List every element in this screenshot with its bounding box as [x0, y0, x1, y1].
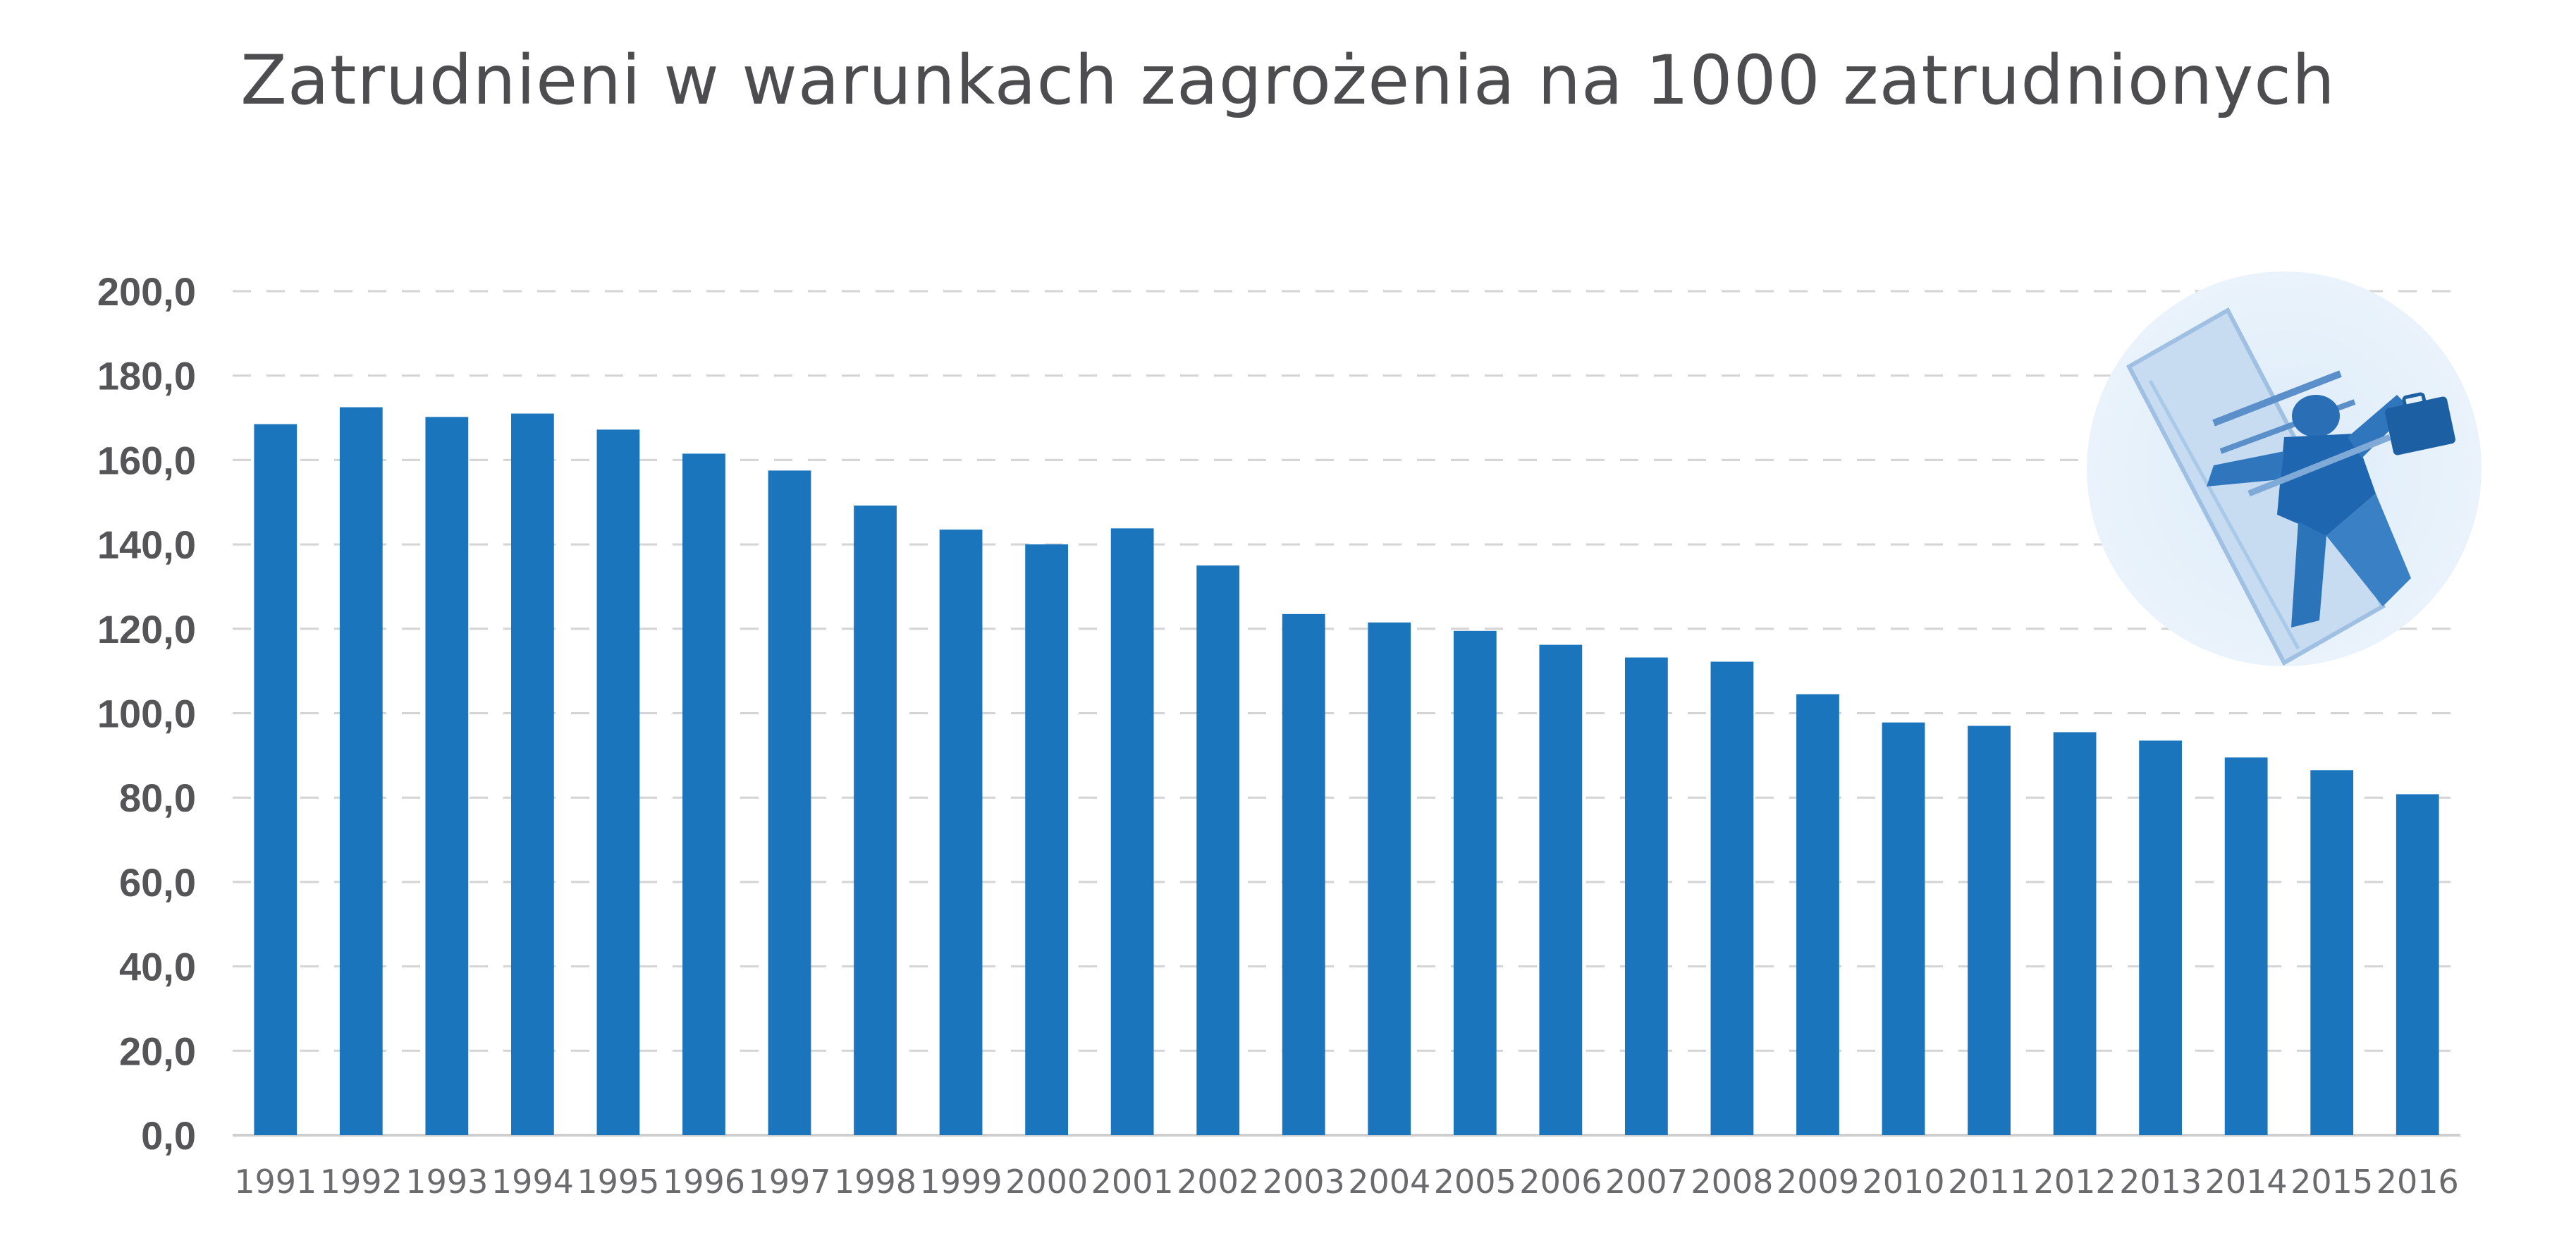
- y-tick-label: 0,0: [141, 1113, 196, 1158]
- chart-title: Zatrudnieni w warunkach zagrożenia na 10…: [240, 41, 2336, 120]
- x-tick-label: 2008: [1691, 1163, 1773, 1201]
- bar-1995: [596, 429, 640, 1135]
- bar-1993: [425, 417, 469, 1135]
- x-tick-label: 1991: [234, 1163, 317, 1201]
- x-tick-label: 2003: [1263, 1163, 1345, 1201]
- y-tick-label: 140,0: [97, 522, 196, 567]
- bar-2001: [1110, 528, 1154, 1135]
- bar-1999: [939, 530, 983, 1135]
- bar-2007: [1625, 657, 1668, 1135]
- x-tick-label: 1997: [748, 1163, 830, 1201]
- bar-1994: [511, 413, 554, 1135]
- bar-1998: [854, 506, 897, 1135]
- y-tick-label: 200,0: [97, 269, 196, 314]
- bar-1992: [339, 407, 383, 1135]
- x-tick-label: 1992: [320, 1163, 403, 1201]
- x-axis-ticks: 1991 1992 1993 1994 1995 1996 1997 1998 1999 2000…: [234, 1163, 2459, 1201]
- bar-2004: [1368, 622, 1411, 1135]
- x-tick-label: 2001: [1091, 1163, 1174, 1201]
- x-tick-label: 2002: [1177, 1163, 1259, 1201]
- y-tick-label: 40,0: [119, 945, 196, 989]
- x-tick-label: 2013: [2119, 1163, 2202, 1201]
- bar-2000: [1025, 544, 1068, 1135]
- y-tick-label: 100,0: [97, 692, 196, 736]
- bar-2010: [1882, 722, 1925, 1135]
- x-tick-label: 2009: [1777, 1163, 1859, 1201]
- y-tick-label: 80,0: [119, 776, 196, 820]
- x-tick-label: 2005: [1434, 1163, 1516, 1201]
- bar-2005: [1453, 630, 1497, 1135]
- mousetrap-illustration: [2087, 271, 2482, 666]
- bar-2012: [2053, 732, 2097, 1135]
- x-tick-label: 2012: [2034, 1163, 2116, 1201]
- bar-2015: [2310, 770, 2354, 1135]
- y-tick-label: 160,0: [97, 438, 196, 482]
- bar-2009: [1796, 694, 1839, 1135]
- x-tick-label: 2007: [1605, 1163, 1688, 1201]
- x-tick-label: 1993: [405, 1163, 488, 1201]
- x-tick-label: 1994: [491, 1163, 574, 1201]
- x-tick-label: 1995: [577, 1163, 659, 1201]
- x-tick-label: 1999: [920, 1163, 1002, 1201]
- bar-2016: [2396, 794, 2439, 1135]
- bar-2006: [1539, 644, 1583, 1135]
- y-tick-label: 20,0: [119, 1029, 196, 1073]
- bar-1997: [768, 470, 811, 1135]
- y-tick-label: 180,0: [97, 354, 196, 398]
- x-tick-label: 2004: [1348, 1163, 1430, 1201]
- y-axis-ticks: 0,0 20,0 40,0 60,0 80,0 100,0 120,0 140,0 160,0 1…: [97, 269, 196, 1158]
- y-tick-label: 60,0: [119, 860, 196, 905]
- x-tick-label: 2006: [1519, 1163, 1602, 1201]
- bar-2013: [2139, 740, 2182, 1135]
- x-tick-label: 1998: [834, 1163, 916, 1201]
- bar-2002: [1196, 565, 1240, 1135]
- bar-2011: [1968, 726, 2011, 1135]
- bar-1991: [254, 424, 298, 1135]
- bar-2003: [1282, 613, 1325, 1135]
- x-tick-label: 2010: [1862, 1163, 1944, 1201]
- x-tick-label: 2000: [1005, 1163, 1088, 1201]
- x-tick-label: 2016: [2376, 1163, 2459, 1201]
- x-tick-label: 2015: [2290, 1163, 2373, 1201]
- y-tick-label: 120,0: [97, 607, 196, 651]
- bar-2008: [1710, 661, 1754, 1135]
- bar-2014: [2224, 757, 2268, 1135]
- bar-1996: [682, 453, 725, 1135]
- bars-layer: [254, 407, 2439, 1135]
- x-tick-label: 2011: [1948, 1163, 2030, 1201]
- x-tick-label: 2014: [2205, 1163, 2288, 1201]
- x-tick-label: 1996: [663, 1163, 745, 1201]
